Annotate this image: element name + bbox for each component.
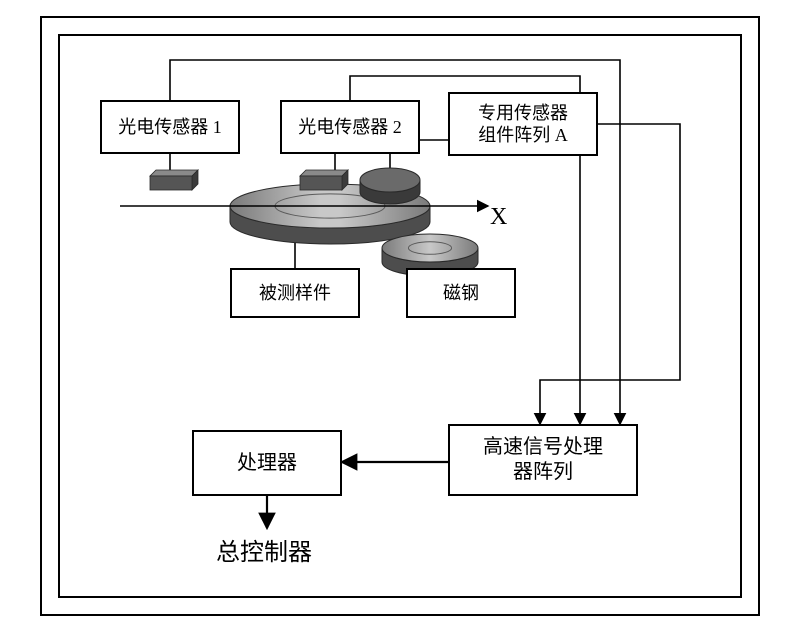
photoelectric-sensor-1-box: 光电传感器 1 [100, 100, 240, 154]
photoelectric-sensor-2-box: 光电传感器 2 [280, 100, 420, 154]
photoelectric-sensor-1-label: 光电传感器 1 [118, 116, 222, 139]
magnetic-steel-label: 磁钢 [443, 282, 479, 305]
processor-label: 处理器 [237, 451, 297, 476]
master-controller-label: 总控制器 [216, 532, 312, 567]
sensor-array-a-label: 专用传感器 组件阵列 A [478, 102, 568, 147]
x-axis-label: X [490, 204, 507, 231]
sample-under-test-box: 被测样件 [230, 268, 360, 318]
photoelectric-sensor-2-label: 光电传感器 2 [298, 116, 402, 139]
magnetic-steel-box: 磁钢 [406, 268, 516, 318]
sample-under-test-label: 被测样件 [259, 282, 331, 305]
sensor-array-a-box: 专用传感器 组件阵列 A [448, 92, 598, 156]
processor-box: 处理器 [192, 430, 342, 496]
high-speed-processor-array-label: 高速信号处理 器阵列 [483, 435, 603, 485]
high-speed-processor-array-box: 高速信号处理 器阵列 [448, 424, 638, 496]
